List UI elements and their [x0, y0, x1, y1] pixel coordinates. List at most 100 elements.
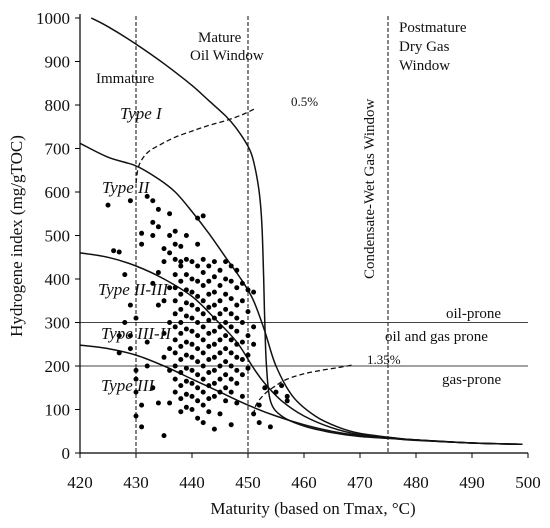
- x-axis-title: Maturity (based on Tmax, °C): [210, 499, 415, 518]
- data-point: [200, 363, 206, 369]
- data-point: [178, 330, 184, 336]
- x-tick-label: 480: [403, 473, 429, 492]
- data-point: [178, 263, 184, 269]
- x-tick-label: 490: [459, 473, 485, 492]
- data-point: [133, 367, 139, 373]
- data-point: [200, 420, 206, 426]
- data-point: [245, 333, 251, 339]
- data-point: [200, 350, 206, 356]
- data-point: [172, 337, 178, 343]
- data-point: [195, 306, 201, 312]
- x-tick-label: 430: [123, 473, 149, 492]
- data-point: [239, 372, 245, 378]
- data-point: [206, 383, 212, 389]
- data-point: [189, 367, 195, 373]
- data-point: [223, 385, 229, 391]
- type-label-type3: Type III: [101, 376, 155, 395]
- data-point: [211, 426, 217, 432]
- data-point: [284, 393, 290, 399]
- data-point: [178, 409, 184, 415]
- data-point: [206, 357, 212, 362]
- data-point: [144, 363, 150, 369]
- data-point: [206, 263, 212, 269]
- data-point: [228, 337, 234, 343]
- data-point: [144, 193, 150, 199]
- data-point: [195, 346, 201, 352]
- data-point: [211, 393, 217, 399]
- vr-label-0-5: 0.5%: [291, 94, 318, 109]
- data-point: [223, 320, 229, 325]
- data-point: [234, 367, 240, 373]
- data-point: [183, 287, 189, 293]
- data-point: [178, 370, 184, 375]
- data-point: [206, 317, 212, 323]
- y-tick-label: 100: [45, 401, 71, 420]
- zone-label-postmature-line2: Dry Gas: [399, 39, 450, 55]
- data-point: [195, 359, 201, 365]
- data-point: [228, 422, 234, 428]
- data-point: [217, 324, 223, 330]
- data-point: [200, 311, 206, 317]
- zone-label-mature-line1: Mature: [198, 30, 242, 46]
- data-point: [167, 285, 173, 291]
- data-point: [172, 376, 178, 382]
- y-axis-title: Hydrogene index (mg/gTOC): [7, 135, 26, 337]
- zone-label-postmature-line3: Window: [399, 58, 450, 74]
- data-point: [172, 285, 178, 291]
- data-point: [217, 350, 223, 356]
- data-point: [223, 346, 229, 352]
- data-point: [172, 389, 178, 395]
- data-point: [167, 211, 173, 217]
- x-tick-label: 440: [179, 473, 205, 492]
- data-point: [200, 324, 206, 330]
- data-point: [206, 370, 212, 375]
- data-point: [234, 285, 240, 291]
- data-point: [200, 270, 206, 275]
- data-point: [234, 380, 240, 386]
- data-point: [239, 393, 245, 399]
- data-point: [116, 249, 122, 255]
- data-point: [273, 389, 279, 395]
- region-label-oil-gas-prone: oil and gas prone: [385, 329, 488, 345]
- data-point: [167, 400, 173, 406]
- data-point: [239, 280, 245, 286]
- data-point: [195, 333, 201, 339]
- data-point: [172, 241, 178, 247]
- data-point: [217, 376, 223, 382]
- data-point: [172, 324, 178, 330]
- data-point: [183, 256, 189, 262]
- data-point: [178, 306, 184, 312]
- data-point: [178, 243, 184, 249]
- data-point: [206, 278, 212, 284]
- data-point: [256, 420, 262, 426]
- data-point: [195, 415, 201, 421]
- data-point: [256, 402, 262, 408]
- points-layer: [105, 193, 290, 439]
- region-label-gas-prone: gas-prone: [442, 372, 501, 388]
- data-point: [234, 400, 240, 406]
- zone-label-mature-line2: Oil Window: [190, 48, 264, 64]
- data-point: [234, 341, 240, 347]
- data-point: [183, 339, 189, 345]
- data-point: [150, 233, 156, 238]
- data-point: [234, 328, 240, 334]
- data-point: [183, 233, 189, 238]
- data-point: [155, 270, 161, 275]
- data-point: [239, 339, 245, 345]
- data-point: [217, 283, 223, 288]
- data-point: [155, 224, 161, 230]
- data-point: [217, 298, 223, 304]
- data-point: [133, 376, 139, 382]
- axes-layer: 420 430 440 450 460 470 480 490 500 0 100 200 300 400…: [36, 9, 541, 492]
- data-point: [223, 291, 229, 297]
- data-point: [172, 311, 178, 317]
- data-point: [178, 383, 184, 389]
- data-point: [178, 357, 184, 362]
- data-point: [172, 350, 178, 356]
- vr-label-1-35: 1.35%: [367, 352, 401, 367]
- curve-type1: [90, 17, 523, 446]
- data-point: [139, 402, 145, 408]
- data-point: [195, 278, 201, 284]
- data-point: [189, 380, 195, 386]
